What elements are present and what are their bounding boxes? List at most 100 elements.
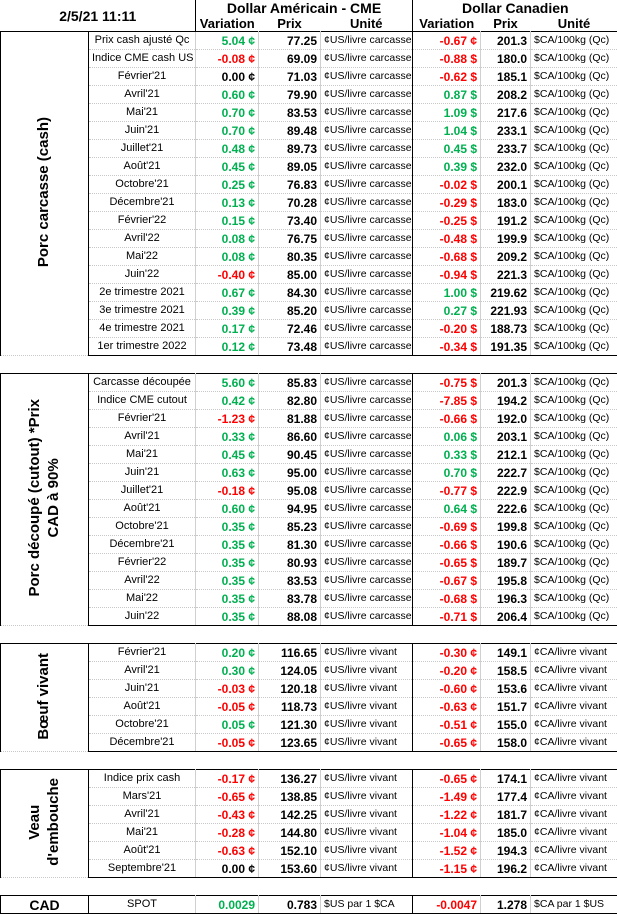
ca-unit: ¢CA/livre vivant [531,860,617,878]
ca-variation: -0.30 ¢ [413,644,481,662]
us-price: 153.60 [259,860,321,878]
us-variation: 0.35 ¢ [196,518,259,536]
ca-variation: -1.22 ¢ [413,806,481,824]
page: {"header": {"time": "2/5/21 11:11", "us_… [0,0,617,864]
us-variation: -0.63 ¢ [196,842,259,860]
row-label: 4e trimestre 2021 [89,320,196,338]
us-variation: 0.60 ¢ [196,500,259,518]
us-variation: -0.03 ¢ [196,680,259,698]
ca-unit: ¢CA/livre vivant [531,842,617,860]
us-unit: ¢US/livre carcasse [321,176,413,194]
us-unit: ¢US/livre carcasse [321,536,413,554]
us-variation: -0.40 ¢ [196,266,259,284]
column-header: Unité [531,16,617,32]
row-label: Juin'22 [89,608,196,626]
us-variation: 0.35 ¢ [196,572,259,590]
us-variation: -0.05 ¢ [196,734,259,752]
ca-unit: $CA/100kg (Qc) [531,50,617,68]
ca-price: 191.35 [481,338,531,356]
us-price: 83.78 [259,590,321,608]
us-variation: -0.17 ¢ [196,770,259,788]
ca-unit: $CA/100kg (Qc) [531,104,617,122]
ca-price: 177.4 [481,788,531,806]
data-row: Mars'21-0.65 ¢138.85¢US/livre vivant-1.4… [1,788,617,806]
ca-unit: $CA/100kg (Qc) [531,464,617,482]
row-label: Mai'22 [89,248,196,266]
ca-unit: ¢CA/livre vivant [531,824,617,842]
ca-price: 188.73 [481,320,531,338]
section-title-line: Bœuf vivant [35,653,52,740]
us-unit: ¢US/livre carcasse [321,122,413,140]
ca-price: 183.0 [481,194,531,212]
ca-unit: ¢CA/livre vivant [531,644,617,662]
us-unit: ¢US/livre carcasse [321,68,413,86]
data-row: Mai'21-0.28 ¢144.80¢US/livre vivant-1.04… [1,824,617,842]
ca-price: 221.93 [481,302,531,320]
ca-price: 201.3 [481,374,531,392]
ca-unit: $CA/100kg (Qc) [531,212,617,230]
ca-price: 153.6 [481,680,531,698]
us-price: 138.85 [259,788,321,806]
us-unit: ¢US/livre carcasse [321,248,413,266]
us-variation: 0.20 ¢ [196,644,259,662]
ca-variation: 0.70 $ [413,464,481,482]
us-price: 136.27 [259,770,321,788]
ca-price: 219.62 [481,284,531,302]
ca-variation: -1.04 ¢ [413,824,481,842]
ca-unit: ¢CA/livre vivant [531,770,617,788]
section-title-text: CAD [29,897,59,913]
row-label: Août'21 [89,842,196,860]
ca-variation: 0.87 $ [413,86,481,104]
row-label: Indice prix cash [89,770,196,788]
section-title: Porc carcasse (cash) [1,32,89,356]
ca-unit: $CA/100kg (Qc) [531,266,617,284]
us-price: 72.46 [259,320,321,338]
us-variation: 0.48 ¢ [196,140,259,158]
ca-variation: -0.77 $ [413,482,481,500]
us-unit: ¢US/livre carcasse [321,140,413,158]
ca-unit: $CA/100kg (Qc) [531,140,617,158]
data-row: Avril'21-0.43 ¢142.25¢US/livre vivant-1.… [1,806,617,824]
ca-variation: -0.62 $ [413,68,481,86]
data-row: Indice CME cash US-0.08 ¢69.09¢US/livre … [1,50,617,68]
us-variation: 0.13 ¢ [196,194,259,212]
ca-unit: $CA/100kg (Qc) [531,428,617,446]
ca-price: 195.8 [481,572,531,590]
ca-unit: ¢CA/livre vivant [531,788,617,806]
ca-unit: $CA/100kg (Qc) [531,536,617,554]
row-label: Août'21 [89,158,196,176]
ca-price: 217.6 [481,104,531,122]
ca-unit: $CA/100kg (Qc) [531,608,617,626]
us-unit: ¢US/livre carcasse [321,284,413,302]
ca-price: 194.3 [481,842,531,860]
row-label: SPOT [89,896,196,914]
ca-unit: $CA/100kg (Qc) [531,86,617,104]
us-price: 90.45 [259,446,321,464]
us-unit: ¢US/livre carcasse [321,230,413,248]
us-unit: ¢US/livre carcasse [321,572,413,590]
ca-price: 221.3 [481,266,531,284]
row-label: Septembre'21 [89,860,196,878]
row-label: Décembre'21 [89,734,196,752]
us-unit: ¢US/livre vivant [321,842,413,860]
us-variation: -0.43 ¢ [196,806,259,824]
row-label: Août'21 [89,698,196,716]
us-unit: ¢US/livre vivant [321,788,413,806]
us-unit: ¢US/livre vivant [321,860,413,878]
us-price: 86.60 [259,428,321,446]
us-price: 80.93 [259,554,321,572]
us-price: 73.40 [259,212,321,230]
ca-variation: -0.48 $ [413,230,481,248]
ca-price: 222.7 [481,464,531,482]
ca-variation: 0.33 $ [413,446,481,464]
ca-variation: -1.49 ¢ [413,788,481,806]
us-unit: ¢US/livre carcasse [321,320,413,338]
us-variation: 0.33 ¢ [196,428,259,446]
